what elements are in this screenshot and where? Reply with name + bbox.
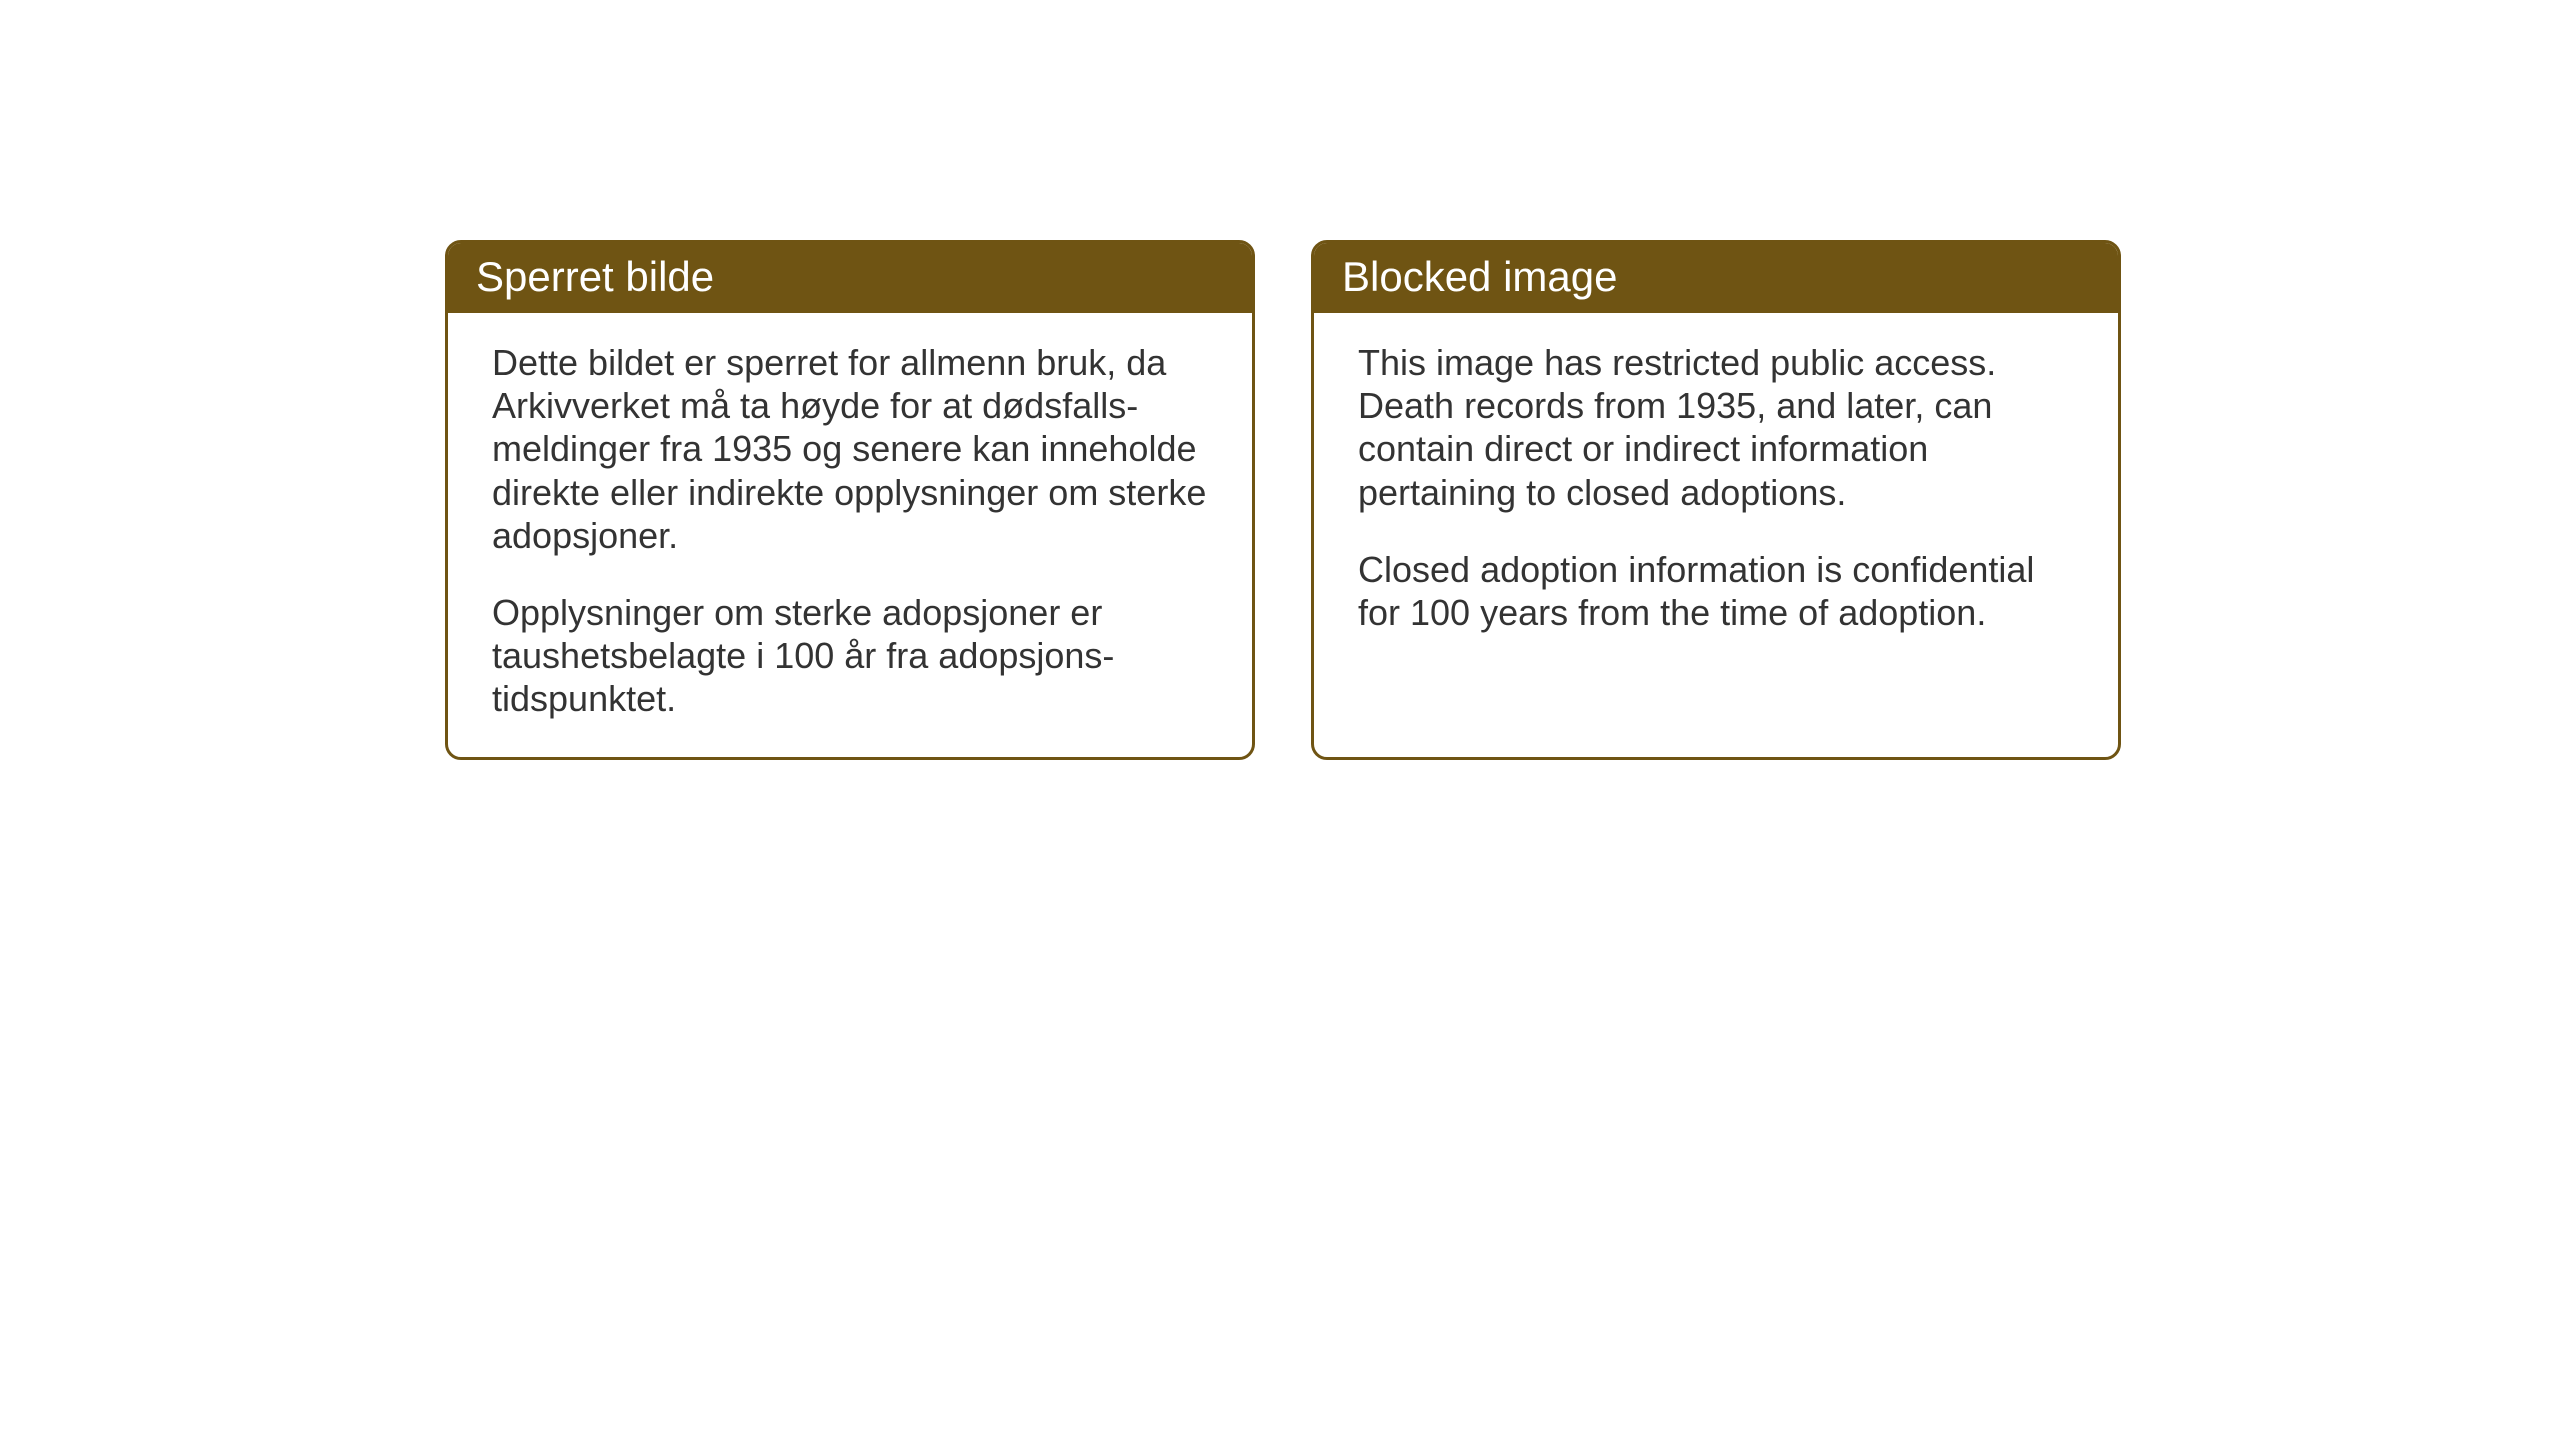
- card-english: Blocked image This image has restricted …: [1311, 240, 2121, 760]
- card-paragraph-2-english: Closed adoption information is confident…: [1358, 548, 2074, 634]
- card-header-norwegian: Sperret bilde: [448, 243, 1252, 313]
- card-header-english: Blocked image: [1314, 243, 2118, 313]
- card-body-norwegian: Dette bildet er sperret for allmenn bruk…: [448, 313, 1252, 757]
- card-body-english: This image has restricted public access.…: [1314, 313, 2118, 733]
- card-norwegian: Sperret bilde Dette bildet er sperret fo…: [445, 240, 1255, 760]
- card-paragraph-1-norwegian: Dette bildet er sperret for allmenn bruk…: [492, 341, 1208, 557]
- card-paragraph-1-english: This image has restricted public access.…: [1358, 341, 2074, 514]
- card-paragraph-2-norwegian: Opplysninger om sterke adopsjoner er tau…: [492, 591, 1208, 721]
- cards-container: Sperret bilde Dette bildet er sperret fo…: [445, 240, 2121, 760]
- card-title-english: Blocked image: [1342, 253, 1617, 300]
- card-title-norwegian: Sperret bilde: [476, 253, 714, 300]
